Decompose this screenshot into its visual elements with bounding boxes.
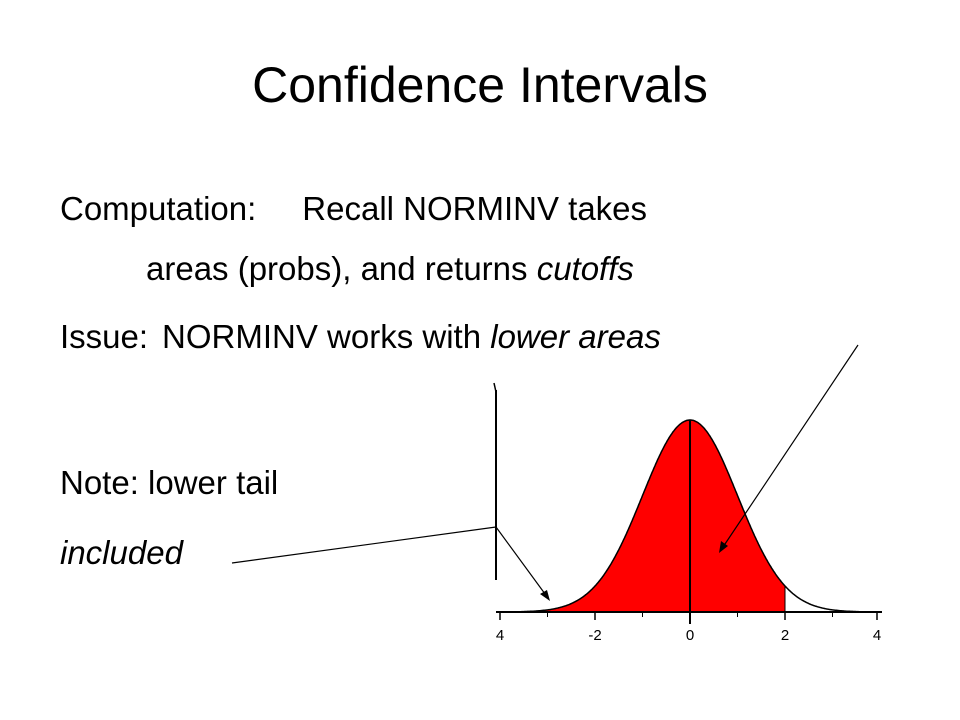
x-tick-label: 0 (686, 627, 694, 644)
arrowhead-icon (719, 541, 728, 553)
x-tick-label: 4 (496, 627, 504, 644)
computation-text: Recall NORMINV takes (302, 190, 648, 227)
callout-arrow-lower-areas (719, 344, 859, 553)
shaded-area (500, 420, 785, 612)
chart-layer: 4 -2 0 2 4 (496, 419, 882, 644)
cutoffs-emphasis: cutoffs (536, 250, 634, 287)
issue-label: Issue: (60, 318, 149, 355)
computation-label: Computation: (60, 190, 257, 227)
x-tick-label: -2 (588, 627, 601, 644)
issue-line: Issue: NORMINV works with lower areas (60, 318, 661, 356)
issue-text: NORMINV works with (162, 318, 491, 355)
included-emphasis: included (60, 534, 183, 571)
computation-line: Computation: Recall NORMINV takes (60, 190, 647, 228)
computation-continuation: areas (probs), and returns cutoffs (146, 250, 634, 288)
callout-arrow-included (231, 526, 550, 601)
note-line: Note: lower tail (60, 464, 279, 501)
arrowhead-icon (540, 590, 550, 601)
lower-areas-emphasis: lower areas (490, 318, 661, 355)
x-tick-label: 4 (873, 627, 881, 644)
y-axis-tick-mark (493, 382, 497, 393)
computation-cont-text: areas (probs), and returns (146, 250, 537, 287)
x-tick-label: 2 (781, 627, 789, 644)
included-line: included (60, 534, 183, 572)
slide-title: Confidence Intervals (252, 57, 708, 113)
